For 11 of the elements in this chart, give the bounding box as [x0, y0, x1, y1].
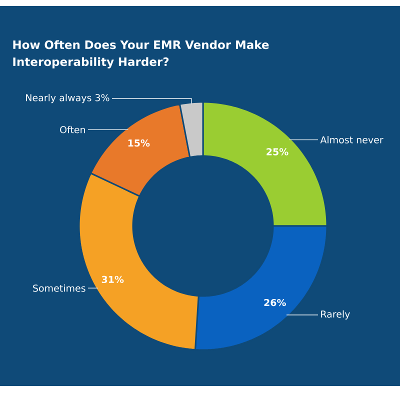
slice-label: Sometimes [33, 284, 86, 292]
slice-label: Often [60, 126, 86, 134]
data-label: 26% [264, 298, 286, 306]
data-label: 31% [102, 276, 124, 284]
slice-label: Almost never [320, 136, 384, 144]
slice-label: Nearly always [26, 94, 92, 104]
data-label: 25% [266, 148, 288, 156]
slice-label: Rarely [321, 310, 350, 320]
data-label: 3% [95, 94, 110, 102]
data-label: 15% [128, 139, 150, 147]
chart-title: How Often Does Your EMR Vendor Make Interoperability Harder? [13, 40, 269, 68]
